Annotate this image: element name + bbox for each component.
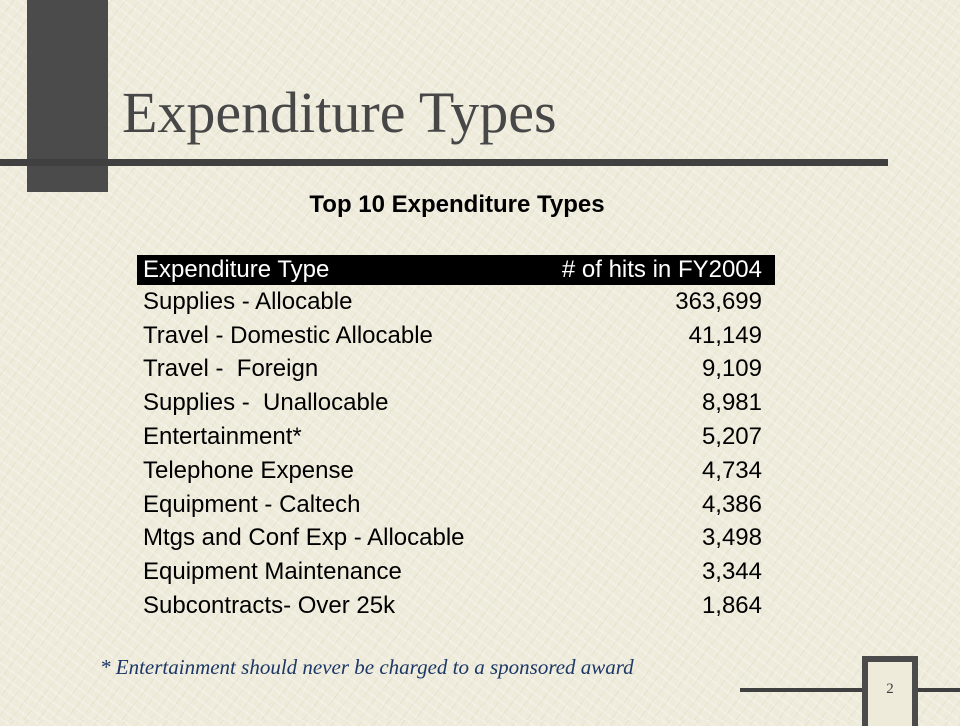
- table-row: Mtgs and Conf Exp - Allocable 3,498: [137, 522, 775, 556]
- row-hits: 4,734: [701, 456, 762, 484]
- table-row: Travel - Foreign 9,109: [137, 353, 775, 387]
- row-hits: 1,864: [701, 592, 762, 620]
- row-type: Equipment Maintenance: [143, 558, 402, 586]
- table-row: Telephone Expense 4,734: [137, 454, 775, 488]
- page-number-box: [862, 656, 918, 726]
- row-hits: 5,207: [701, 423, 762, 451]
- row-type: Supplies - Unallocable: [143, 389, 389, 417]
- table-row: Equipment - Caltech 4,386: [137, 488, 775, 522]
- table-row: Travel - Domestic Allocable 41,149: [137, 319, 775, 353]
- row-hits: 41,149: [688, 321, 762, 349]
- row-type: Entertainment*: [143, 423, 302, 451]
- row-hits: 8,981: [701, 389, 762, 417]
- row-hits: 363,699: [675, 287, 762, 315]
- row-hits: 9,109: [701, 355, 762, 383]
- table-row: Entertainment* 5,207: [137, 420, 775, 454]
- title-rule: [0, 159, 888, 166]
- row-type: Mtgs and Conf Exp - Allocable: [143, 524, 465, 552]
- row-type: Supplies - Allocable: [143, 287, 353, 315]
- expenditure-table: Expenditure Type # of hits in FY2004 Sup…: [137, 255, 775, 623]
- table-row: Supplies - Allocable 363,699: [137, 285, 775, 319]
- row-hits: 3,344: [701, 558, 762, 586]
- header-expenditure-type: Expenditure Type: [143, 256, 330, 283]
- row-type: Subcontracts- Over 25k: [143, 592, 396, 620]
- page-number: 2: [886, 681, 894, 697]
- row-hits: 4,386: [701, 490, 762, 518]
- bottom-rule: [740, 688, 960, 692]
- table-row: Equipment Maintenance 3,344: [137, 555, 775, 589]
- footnote: * Entertainment should never be charged …: [100, 655, 634, 679]
- table-header-row: Expenditure Type # of hits in FY2004: [137, 255, 775, 285]
- slide-title: Expenditure Types: [122, 80, 557, 145]
- table-row: Supplies - Unallocable 8,981: [137, 386, 775, 420]
- header-hits: # of hits in FY2004: [561, 256, 762, 283]
- table-row: Subcontracts- Over 25k 1,864: [137, 589, 775, 623]
- table-caption: Top 10 Expenditure Types: [309, 191, 605, 218]
- row-hits: 3,498: [701, 524, 762, 552]
- row-type: Travel - Domestic Allocable: [143, 321, 433, 349]
- row-type: Equipment - Caltech: [143, 490, 361, 518]
- row-type: Telephone Expense: [143, 456, 354, 484]
- row-type: Travel - Foreign: [143, 355, 319, 383]
